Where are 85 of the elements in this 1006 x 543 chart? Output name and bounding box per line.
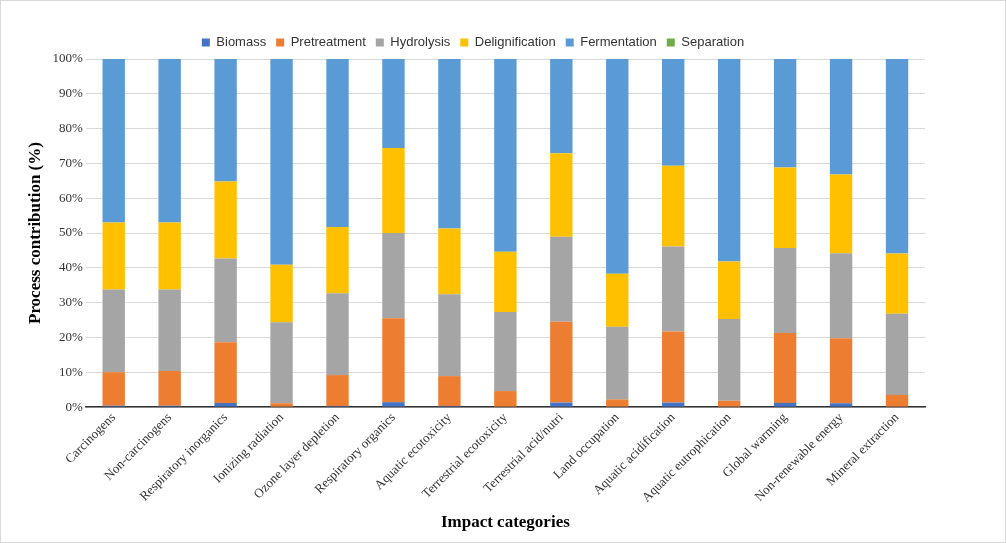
bar <box>773 402 797 407</box>
bar <box>382 233 405 319</box>
bar <box>438 294 461 377</box>
bar <box>829 338 853 404</box>
bar <box>885 394 909 407</box>
y-tick-label: 0% <box>65 398 83 414</box>
bar <box>270 403 293 407</box>
bar <box>214 402 237 407</box>
bar <box>550 59 573 154</box>
bar <box>158 59 181 223</box>
legend-label: Fermentation <box>580 34 657 50</box>
bar <box>606 59 629 274</box>
bar <box>773 59 797 168</box>
bar <box>102 59 125 223</box>
bar <box>382 318 405 403</box>
bar <box>550 236 573 322</box>
bar <box>606 326 629 400</box>
y-tick-label: 40% <box>58 259 83 275</box>
bar <box>214 258 237 343</box>
bar <box>606 273 629 327</box>
y-tick-label: 10% <box>58 363 83 379</box>
bar <box>438 59 461 229</box>
y-tick-label: 50% <box>58 224 83 240</box>
bar <box>214 181 237 259</box>
bar <box>550 321 573 403</box>
bar <box>382 402 405 407</box>
bar <box>270 322 293 404</box>
legend-label: Delignification <box>474 34 556 50</box>
y-tick-label: 20% <box>58 328 83 344</box>
bar <box>829 174 853 254</box>
bar <box>717 400 741 407</box>
bar <box>662 246 685 332</box>
bar <box>885 253 909 314</box>
bar <box>662 59 685 166</box>
bar <box>494 251 517 313</box>
bar <box>773 167 797 249</box>
bar <box>326 293 349 376</box>
bar <box>158 289 181 371</box>
y-tick-label: 30% <box>58 294 83 310</box>
bar <box>885 59 909 254</box>
bar <box>326 227 349 294</box>
bar <box>214 59 237 182</box>
bar <box>382 59 405 149</box>
bar <box>494 312 517 392</box>
x-axis-title: Impact categories <box>440 512 571 532</box>
bar <box>662 165 685 247</box>
y-tick-label: 90% <box>58 85 83 101</box>
legend-label: Hydrolysis <box>390 34 451 50</box>
bar <box>829 253 853 339</box>
bar <box>494 59 517 252</box>
y-tick-label: 60% <box>58 189 83 205</box>
bar <box>326 375 349 407</box>
bar <box>214 342 237 403</box>
y-tick-label: 100% <box>52 50 83 66</box>
bar <box>494 391 517 407</box>
bar <box>158 370 181 406</box>
bar <box>102 222 125 290</box>
bar <box>662 331 685 403</box>
bar <box>885 313 909 395</box>
y-tick-label: 70% <box>58 154 83 170</box>
bar <box>102 289 125 373</box>
bar <box>773 332 797 403</box>
legend-label: Biomass <box>216 34 267 50</box>
bar <box>662 402 685 407</box>
bar <box>158 222 181 290</box>
bar <box>270 59 293 265</box>
legend-label: Pretreatment <box>290 34 367 50</box>
bar <box>829 59 853 175</box>
bar <box>717 261 741 320</box>
bar <box>550 402 573 407</box>
bar <box>773 248 797 333</box>
y-tick-label: 80% <box>58 120 83 136</box>
bar <box>102 372 125 406</box>
bar <box>382 148 405 234</box>
bar <box>438 228 461 295</box>
bar <box>550 153 573 237</box>
bar <box>717 59 741 262</box>
bar <box>438 376 461 407</box>
bar <box>606 399 629 407</box>
bar <box>326 59 349 228</box>
bar <box>829 403 853 407</box>
legend-label: Separation <box>681 34 745 50</box>
bar <box>717 319 741 401</box>
y-axis-title: Process contribution (%) <box>24 142 44 325</box>
bar <box>270 264 293 323</box>
